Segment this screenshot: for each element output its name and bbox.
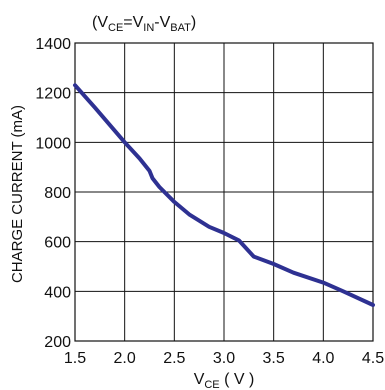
x-tick-label: 4.0: [312, 350, 334, 367]
x-tick-label: 2.0: [114, 350, 136, 367]
y-tick-label: 1200: [35, 86, 71, 103]
y-tick-label: 800: [44, 185, 71, 202]
x-tick-label: 4.5: [362, 350, 384, 367]
grid: [74, 42, 374, 342]
x-tick-label: 3.5: [263, 350, 285, 367]
x-tick-label: 1.5: [64, 350, 86, 367]
x-axis-label: VCE ( V ): [194, 371, 255, 390]
x-tick-label: 2.5: [163, 350, 185, 367]
y-axis-label: CHARGE CURRENT (mA): [9, 105, 26, 283]
condition-annotation: (VCE=VIN-VBAT): [92, 14, 196, 34]
y-tick-label: 400: [44, 284, 71, 301]
x-axis-ticks: 1.5 2.0 2.5 3.0 3.5 4.0 4.5: [64, 350, 384, 367]
series-line: [73, 83, 375, 307]
x-tick-label: 3.0: [213, 350, 235, 367]
y-tick-label: 200: [44, 334, 71, 351]
y-axis-ticks: 200 400 600 800 1000 1200 1400: [35, 36, 71, 351]
y-tick-label: 600: [44, 235, 71, 252]
plot-frame: [74, 42, 374, 342]
y-tick-label: 1400: [35, 36, 71, 53]
y-tick-label: 1000: [35, 135, 71, 152]
